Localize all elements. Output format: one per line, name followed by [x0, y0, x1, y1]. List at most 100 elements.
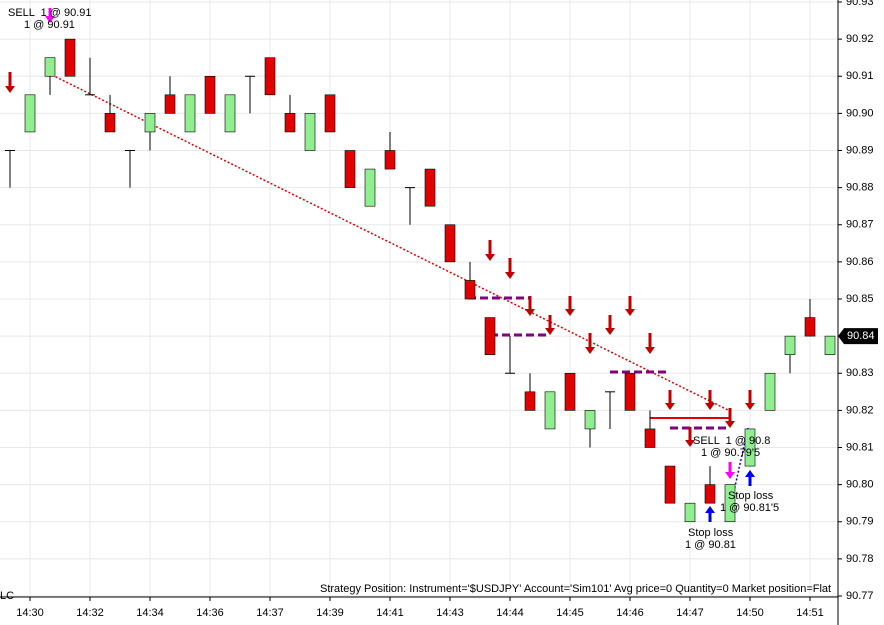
signal-arrow — [665, 390, 675, 410]
signal-arrow — [505, 258, 515, 279]
candle-body — [544, 391, 556, 430]
annotation: Stop loss — [728, 490, 774, 502]
candle-body — [44, 57, 56, 77]
last-price-box — [838, 328, 878, 345]
annotation: 1 @ 90.81'5 — [720, 502, 779, 514]
candle-body — [584, 410, 596, 430]
x-tick-label: 14:47 — [676, 607, 704, 619]
x-tick-label: 14:39 — [316, 607, 344, 619]
annotation: SELL 1 @ 90.91 — [8, 7, 92, 19]
candle-body — [704, 484, 716, 504]
candle-body — [784, 335, 796, 355]
candle-body — [664, 465, 676, 504]
status-text: Strategy Position: Instrument='$USDJPY' … — [320, 583, 831, 595]
candle-body — [24, 94, 36, 133]
y-tick-label: 90.79 — [846, 516, 874, 528]
y-tick-label: 90.87 — [846, 219, 874, 231]
y-tick-label: 90.83 — [846, 367, 874, 379]
y-tick-label: 90.85 — [846, 293, 874, 305]
y-tick-label: 90.92 — [846, 33, 874, 45]
x-tick-label: 14:51 — [796, 607, 824, 619]
candle-body — [204, 75, 216, 114]
order-lines — [468, 296, 730, 430]
candle-body — [264, 57, 276, 96]
x-tick-label: 14:41 — [376, 607, 404, 619]
y-tick-label: 90.78 — [846, 553, 874, 565]
x-tick-label: 14:44 — [496, 607, 524, 619]
candle-body — [484, 317, 496, 355]
candle-body — [724, 484, 736, 523]
candle-body — [284, 113, 296, 133]
signal-arrow — [545, 315, 555, 335]
annotation: 1 @ 90.81 — [685, 539, 736, 551]
candle-body — [164, 94, 176, 114]
candle-body — [804, 317, 816, 337]
x-tick-label: 14:32 — [76, 607, 104, 619]
signal-arrow — [625, 296, 635, 316]
candle-body — [304, 113, 316, 151]
y-tick-label: 90.91 — [846, 70, 874, 82]
y-tick-label: 90.90 — [846, 107, 874, 119]
x-tick-label: 14:43 — [436, 607, 464, 619]
candle-body — [824, 335, 836, 355]
signal-arrow — [5, 72, 15, 93]
signal-arrow — [645, 333, 655, 354]
grid — [0, 0, 838, 597]
y-tick-label: 90.88 — [846, 182, 874, 194]
candle-body — [344, 150, 356, 188]
signal-arrow — [565, 296, 575, 316]
signal-arrow — [685, 427, 695, 447]
y-tick-label: 90.81 — [846, 441, 874, 453]
candle-body — [364, 168, 376, 207]
annotation: Stop loss — [688, 527, 734, 539]
candle-body — [144, 113, 156, 133]
candle-body — [184, 94, 196, 133]
candle-body — [224, 94, 236, 133]
candle-body — [764, 372, 776, 411]
candle-body — [624, 372, 636, 411]
candle-body — [444, 224, 456, 263]
x-tick-label: 14:34 — [136, 607, 164, 619]
y-tick-label: 90.82 — [846, 404, 874, 416]
plot — [5, 38, 836, 523]
candle-body — [64, 38, 76, 77]
x-tick-label: 14:50 — [736, 607, 764, 619]
candle-body — [464, 280, 476, 300]
annotation: 1 @ 90.91 — [24, 19, 75, 31]
candle-body — [744, 428, 756, 467]
x-tick-label: 14:36 — [196, 607, 224, 619]
candle-body — [324, 94, 336, 133]
y-tick-label: 90.89 — [846, 144, 874, 156]
candle-body — [684, 502, 696, 523]
signal-arrow — [45, 8, 55, 23]
annotation: SELL 1 @ 90.8 — [693, 435, 770, 447]
candle-body — [644, 428, 656, 448]
candle-body — [564, 372, 576, 411]
signal-arrow — [745, 390, 755, 410]
signal-arrow — [585, 333, 595, 354]
signal-arrow — [485, 240, 495, 261]
y-tick-label: 90.86 — [846, 256, 874, 268]
signal-arrow — [525, 296, 535, 316]
candle-body — [524, 391, 536, 411]
candle-body — [424, 168, 436, 207]
signal-arrow — [705, 506, 715, 522]
x-tick-label: 14:46 — [616, 607, 644, 619]
x-tick-label: 14:37 — [256, 607, 284, 619]
x-tick-label: 14:45 — [556, 607, 584, 619]
signal-arrow — [745, 470, 755, 486]
signal-arrow — [725, 462, 735, 479]
signal-arrow — [605, 315, 615, 335]
candle-body — [384, 150, 396, 170]
signal-arrow — [725, 408, 735, 428]
last-price-label: 90.84 — [847, 330, 875, 342]
y-tick-label: 90.93 — [846, 0, 874, 8]
y-tick-label: 90.77 — [846, 590, 874, 602]
y-tick-label: 90.80 — [846, 479, 874, 491]
corner-label: LC — [0, 590, 14, 602]
x-tick-label: 14:30 — [16, 607, 44, 619]
annotation: 1 @ 90.79'5 — [701, 447, 760, 459]
candle-body — [104, 113, 116, 133]
